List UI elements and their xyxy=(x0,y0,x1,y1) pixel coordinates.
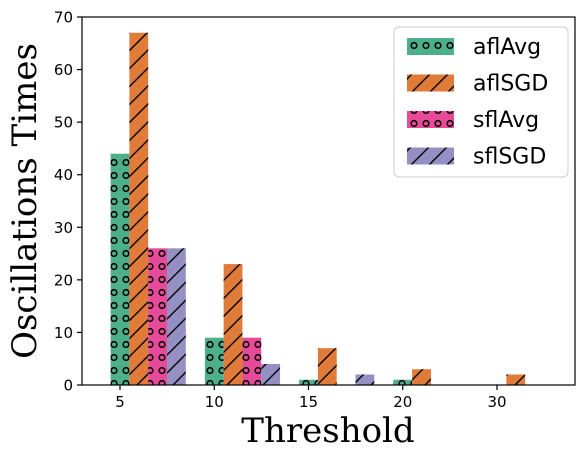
x-tick-label: 5 xyxy=(115,393,125,411)
bar-sflSGD-15 xyxy=(355,374,375,385)
legend-label: aflAvg xyxy=(473,35,541,60)
y-axis: 0 10 20 30 40 50 60 70 xyxy=(54,9,82,395)
legend: aflAvg aflSGD sflAvg sflSGD xyxy=(393,26,569,178)
bar-aflSGD-30 xyxy=(506,374,526,385)
x-axis: 5 10 15 20 30 xyxy=(115,385,507,411)
legend-label: sflSGD xyxy=(473,145,546,170)
legend-item-sflSGD: sflSGD xyxy=(407,145,546,170)
legend-item-aflAvg: aflAvg xyxy=(407,35,541,60)
bar-sflSGD-5 xyxy=(167,248,186,385)
bars-group xyxy=(110,32,526,386)
y-axis-title: Oscillations Times xyxy=(5,43,45,359)
y-tick-label: 60 xyxy=(54,61,73,79)
bar-aflSGD-10 xyxy=(223,264,243,385)
bar-aflSGD-20 xyxy=(412,369,431,385)
x-tick-label: 30 xyxy=(487,393,506,411)
y-tick-label: 50 xyxy=(54,114,73,132)
bar-sflAvg-10 xyxy=(242,337,262,385)
y-tick-label: 10 xyxy=(54,324,73,342)
x-axis-title: Threshold xyxy=(241,411,414,451)
x-tick-label: 15 xyxy=(299,393,318,411)
legend-label: aflSGD xyxy=(473,72,548,97)
y-tick-label: 30 xyxy=(54,219,73,237)
legend-box xyxy=(393,26,569,178)
y-tick-label: 0 xyxy=(63,377,73,395)
x-tick-label: 20 xyxy=(393,393,412,411)
legend-label: sflAvg xyxy=(473,108,539,133)
y-tick-label: 40 xyxy=(54,166,73,184)
bar-aflAvg-10 xyxy=(204,337,224,385)
bar-aflSGD-15 xyxy=(317,348,337,385)
bar-sflSGD-10 xyxy=(261,363,281,385)
y-tick-label: 70 xyxy=(54,9,73,27)
bar-aflSGD-5 xyxy=(129,32,149,386)
plot-frame xyxy=(81,16,576,386)
legend-item-aflSGD: aflSGD xyxy=(407,72,548,97)
bar-aflAvg-20 xyxy=(393,379,413,385)
bar-sflAvg-5 xyxy=(148,248,167,385)
bar-aflAvg-5 xyxy=(110,153,130,385)
y-tick-label: 20 xyxy=(54,271,73,289)
legend-item-sflAvg: sflAvg xyxy=(407,108,539,133)
x-tick-label: 10 xyxy=(205,393,224,411)
bar-aflAvg-15 xyxy=(299,379,318,385)
